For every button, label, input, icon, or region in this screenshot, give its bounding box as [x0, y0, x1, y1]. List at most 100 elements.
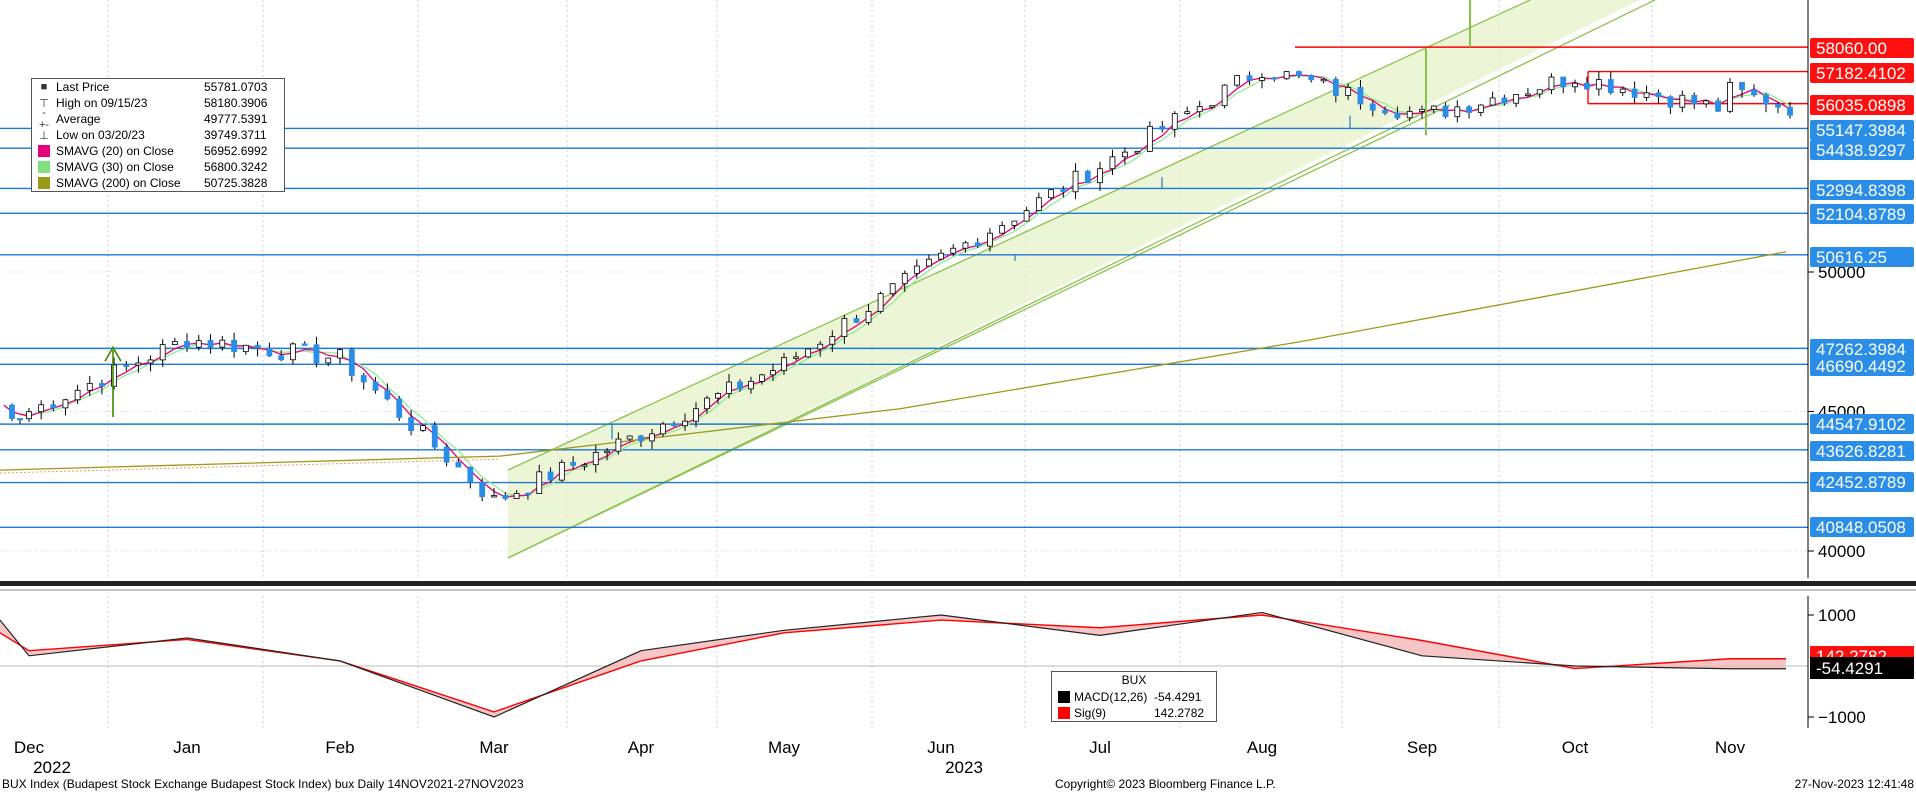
level-label-box — [1810, 140, 1914, 160]
level-label-text: 46690.4492 — [1816, 357, 1906, 376]
candle-body — [1419, 108, 1425, 112]
month-label: Apr — [628, 738, 655, 757]
legend-name: Low on 03/20/23 — [56, 128, 145, 142]
last-price-icon: ■ — [40, 81, 48, 93]
candle-body — [1466, 106, 1472, 113]
legend-row-last-price: ■ Last Price 55781.0703 — [32, 79, 284, 95]
candle-body — [1283, 71, 1290, 80]
candle-body — [1763, 94, 1769, 105]
level-label-box — [1810, 339, 1914, 359]
candle-body — [1332, 78, 1339, 96]
month-label: Aug — [1247, 738, 1277, 757]
candle-body — [999, 225, 1006, 234]
panel-divider — [0, 581, 1916, 591]
candle-body — [278, 355, 285, 361]
candle-body — [171, 341, 178, 346]
candle-body — [1320, 78, 1327, 82]
sma30-swatch — [38, 161, 50, 173]
candle-body — [817, 343, 824, 350]
level-label-box — [1810, 204, 1914, 224]
candle-body — [1430, 105, 1437, 110]
candle-body — [396, 398, 403, 418]
candle-body — [901, 272, 908, 285]
candle-body — [301, 343, 308, 346]
footer-timestamp: 27-Nov-2023 12:41:48 — [1794, 777, 1914, 791]
candle-body — [1454, 106, 1461, 118]
candle-body — [1146, 125, 1153, 152]
legend-value: 56952.6992 — [204, 144, 268, 158]
candle-body — [626, 435, 633, 440]
candle-body — [581, 464, 588, 467]
legend-name: MACD(12,26) — [1074, 690, 1148, 704]
candle-body — [1084, 170, 1091, 184]
macd-tick-label: 1000 — [1818, 606, 1856, 625]
month-label: Dec — [14, 738, 45, 757]
panel-separator — [0, 581, 1916, 586]
footer-copyright: Copyright© 2023 Bloomberg Finance L.P. — [1055, 777, 1276, 791]
level-label-text: 42452.8789 — [1816, 473, 1906, 492]
level-label-text: 47262.3984 — [1816, 340, 1906, 359]
candle-body — [513, 493, 520, 499]
candle-body — [1234, 75, 1240, 86]
legend-value: 142.2782 — [1154, 706, 1205, 720]
candle-body — [1134, 151, 1141, 154]
month-label: Jul — [1089, 738, 1111, 757]
candle-body — [207, 340, 214, 348]
macd-legend-title: BUX — [1121, 673, 1147, 687]
candle-body — [604, 450, 610, 454]
candle-body — [1060, 189, 1067, 193]
candle-body — [841, 318, 848, 337]
candle-body — [159, 344, 166, 361]
legend-name: SMAVG (20) on Close — [56, 144, 174, 158]
candle-body — [9, 404, 15, 419]
candle-body — [1345, 87, 1352, 96]
time-axis-labels: Dec Jan Feb Mar Apr May Jun Jul Aug Sep Oct Nov 2022… — [14, 738, 1746, 777]
level-lines — [0, 46, 1808, 529]
footer-security: BUX Index (Budapest Stock Exchange Budap… — [2, 777, 524, 791]
candle-body — [86, 383, 93, 391]
candle-body — [913, 265, 920, 274]
candle-body — [1667, 96, 1674, 108]
level-label-box — [1810, 472, 1914, 492]
candle-body — [1560, 76, 1567, 88]
legend-row-sma30: SMAVG (30) on Close 56800.3242 — [32, 159, 284, 175]
candle-body — [1109, 156, 1116, 170]
candle-body — [408, 417, 414, 431]
candle-body — [1631, 88, 1638, 98]
level-label-text: 58060.00 — [1816, 39, 1887, 58]
candle-body — [1221, 84, 1228, 107]
candle-body — [649, 433, 655, 442]
level-label-text: 57182.4102 — [1816, 64, 1906, 83]
candle-body — [1572, 82, 1578, 88]
horizontal-gridlines — [0, 271, 1808, 552]
candle-body — [431, 425, 438, 448]
month-label: Oct — [1562, 738, 1589, 757]
candle-body — [1259, 77, 1265, 81]
candle-body — [1296, 71, 1302, 76]
candle-body — [1209, 105, 1216, 108]
candle-body — [62, 399, 69, 409]
candle-body — [770, 370, 776, 376]
trend-channel — [507, 0, 1656, 559]
candle-body — [1619, 88, 1626, 94]
candle-body — [682, 420, 688, 427]
month-label: Jun — [927, 738, 954, 757]
channel-lower-line — [507, 0, 1656, 559]
candle-body — [974, 242, 981, 247]
candle-body — [455, 461, 462, 468]
legend-row-high: ⊤ High on 09/15/23 58180.3906 — [32, 95, 284, 111]
candle-body — [547, 471, 554, 481]
candle-body — [26, 411, 32, 420]
sma200-line — [0, 251, 1787, 471]
legend-name: Average — [56, 112, 101, 126]
candle-body — [889, 283, 896, 295]
candle-body — [1787, 106, 1793, 116]
channel-mid-line — [507, 104, 1451, 559]
candle-body — [865, 311, 872, 323]
month-label: May — [768, 738, 801, 757]
candle-body — [829, 336, 836, 345]
legend-row-average: -+- Average 49777.5391 — [32, 107, 284, 131]
candle-body — [17, 418, 23, 421]
candle-body — [938, 252, 944, 260]
